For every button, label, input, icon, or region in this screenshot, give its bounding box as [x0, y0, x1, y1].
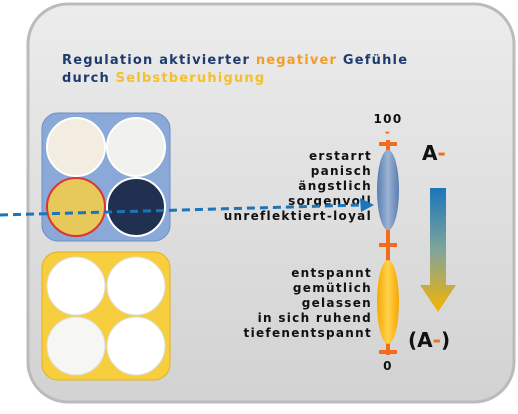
lower-illustrations — [42, 252, 170, 380]
label-sign: - — [437, 141, 445, 165]
label-letter: (A — [408, 328, 433, 352]
scale-top-mark: - — [385, 125, 391, 139]
state-label: tiefenentspannt — [244, 326, 372, 340]
scale-top: 100 — [374, 112, 403, 126]
title-text: durch — [62, 71, 116, 86]
svg-text:Regulation aktivierter negativ: Regulation aktivierter negativer Gefühle — [62, 53, 408, 68]
calm-zone — [377, 260, 399, 344]
scale-bottom: 0 — [383, 359, 393, 373]
negative-zone — [377, 150, 399, 230]
state-label: entspannt — [291, 266, 372, 280]
svg-text:durch Selbstberuhigung: durch Selbstberuhigung — [62, 71, 265, 86]
state-label: in sich ruhend — [258, 311, 372, 325]
upper-illustrations — [42, 113, 170, 241]
state-label: unreflektiert-loyal — [224, 209, 372, 223]
upper-label: A- — [422, 141, 446, 165]
state-label: ängstlich — [298, 179, 372, 193]
state-label: gelassen — [302, 296, 372, 310]
label-sign: - — [433, 328, 441, 352]
title-highlight: negativer — [256, 53, 337, 68]
label-letter: A — [422, 141, 438, 165]
state-label: erstarrt — [309, 149, 372, 163]
label-letter: ) — [441, 328, 450, 352]
lower-label: (A-) — [408, 328, 450, 352]
title-highlight: Selbstberuhigung — [116, 71, 266, 86]
title-text: Gefühle — [337, 53, 408, 68]
state-label: gemütlich — [293, 281, 372, 295]
state-label: panisch — [311, 164, 372, 178]
title-text: Regulation aktivierter — [62, 53, 256, 68]
diagram: Regulation aktivierter negativer Gefühle… — [0, 0, 518, 410]
